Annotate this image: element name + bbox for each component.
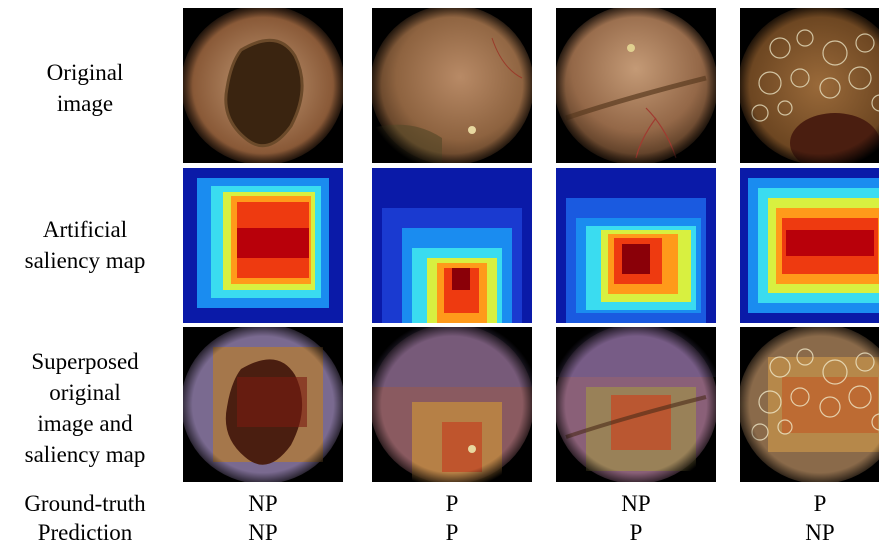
row-label-superposed-line4: saliency map xyxy=(24,442,146,467)
ground-truth-value-4: P xyxy=(813,491,827,516)
prediction-value-4: NP xyxy=(805,520,835,545)
row-label-superposed-line2: original xyxy=(49,380,121,405)
superposed-image-3 xyxy=(556,327,716,482)
row-label-saliency: Artificial saliency map xyxy=(0,214,170,276)
original-image-3 xyxy=(556,8,716,163)
saliency-map-2 xyxy=(372,168,532,323)
ground-truth-value-2: P xyxy=(445,491,459,516)
ground-truth-label: Ground-truth xyxy=(24,491,146,516)
saliency-map-3 xyxy=(556,168,716,323)
ground-truth-value-3: NP xyxy=(621,491,651,516)
prediction-value-2: P xyxy=(445,520,459,545)
row-label-original-line1: Original xyxy=(46,60,124,85)
row-label-original: Original image xyxy=(0,57,170,119)
original-image-2 xyxy=(372,8,532,163)
original-image-1 xyxy=(183,8,343,163)
row-label-original-line2: image xyxy=(56,91,114,116)
original-image-4 xyxy=(740,8,879,163)
superposed-image-4 xyxy=(740,327,879,482)
prediction-value-1: NP xyxy=(248,520,278,545)
superposed-image-1 xyxy=(183,327,343,482)
saliency-map-1 xyxy=(183,168,343,323)
prediction-value-3: P xyxy=(629,520,643,545)
prediction-label: Prediction xyxy=(37,520,133,545)
ground-truth-value-1: NP xyxy=(248,491,278,516)
row-label-saliency-line2: saliency map xyxy=(24,248,146,273)
row-label-saliency-line1: Artificial xyxy=(42,217,128,242)
row-label-superposed: Superposed original image and saliency m… xyxy=(0,346,170,470)
superposed-image-2 xyxy=(372,327,532,482)
row-label-superposed-line1: Superposed xyxy=(31,349,139,374)
row-label-superposed-line3: image and xyxy=(37,411,133,436)
saliency-map-4 xyxy=(740,168,879,323)
